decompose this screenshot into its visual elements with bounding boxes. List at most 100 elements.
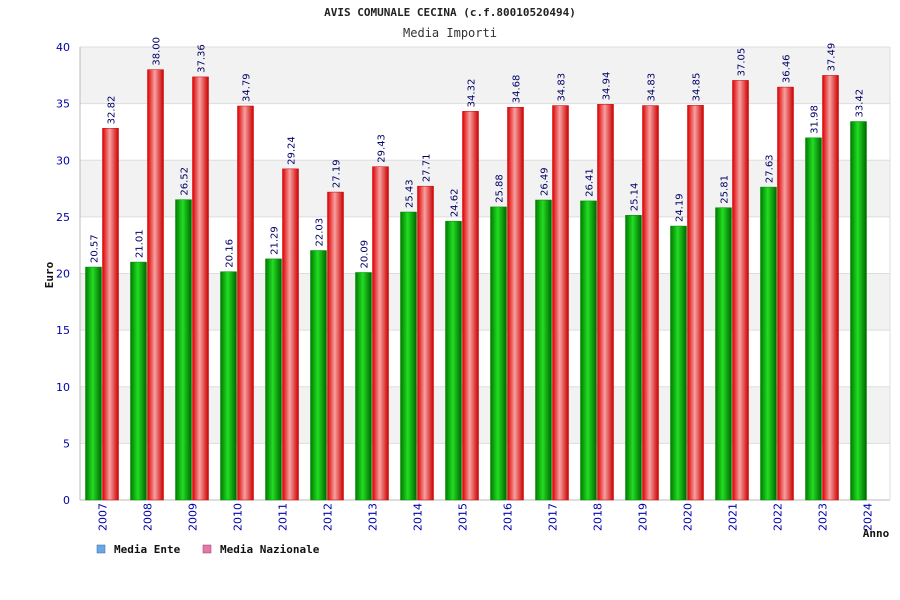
bar-media-ente: [625, 215, 642, 501]
data-label: 20.57: [90, 234, 101, 263]
bar-media-ente: [175, 199, 192, 501]
data-label: 34.94: [602, 72, 613, 101]
bar-media-nazionale: [327, 191, 344, 501]
data-label: 37.05: [737, 48, 748, 77]
x-tick-label: 2017: [547, 503, 560, 531]
x-tick-label: 2023: [817, 503, 830, 531]
bar-media-nazionale: [822, 75, 839, 501]
grid-band: [80, 160, 890, 217]
bar-media-ente: [850, 121, 867, 501]
data-label: 25.81: [720, 175, 731, 204]
data-label: 38.00: [152, 37, 163, 66]
data-label: 20.16: [225, 239, 236, 268]
bar-media-nazionale: [462, 111, 479, 501]
x-tick-label: 2020: [682, 503, 695, 531]
legend-swatch-media-nazionale: [202, 544, 212, 554]
data-label: 36.46: [782, 54, 793, 83]
bar-media-ente: [220, 271, 237, 501]
bar-media-ente: [85, 266, 102, 501]
x-tick-label: 2008: [142, 503, 155, 531]
grid-band: [80, 330, 890, 387]
grid-band: [80, 103, 890, 161]
bar-media-ente: [310, 250, 327, 501]
grid-band: [80, 443, 890, 500]
x-tick-label: 2011: [277, 503, 290, 531]
data-label: 20.09: [360, 240, 371, 269]
bar-media-ente: [760, 186, 777, 501]
data-label: 34.83: [557, 73, 568, 102]
x-tick-label: 2019: [637, 503, 650, 531]
data-label: 33.42: [855, 89, 866, 118]
y-tick-label: 30: [56, 154, 70, 167]
data-label: 29.24: [287, 136, 298, 165]
data-label: 27.63: [765, 154, 776, 183]
data-label: 37.49: [827, 43, 838, 72]
plot-background: [80, 47, 890, 500]
bar-media-nazionale: [597, 104, 614, 501]
data-label: 24.19: [675, 193, 686, 222]
x-axis-ticks: 2007 2008 2009 2010 2011 2012 2013 2014 2015 2016…: [97, 503, 875, 531]
x-tick-label: 2007: [97, 503, 110, 531]
data-label: 25.14: [630, 183, 641, 212]
bar-media-ente: [445, 220, 462, 501]
data-label: 34.85: [692, 73, 703, 102]
y-tick-label: 40: [56, 41, 70, 54]
bar-media-ente: [805, 137, 822, 501]
x-tick-label: 2010: [232, 503, 245, 531]
bar-media-ente: [580, 200, 597, 501]
bars: [85, 69, 867, 501]
data-label: 21.29: [270, 226, 281, 255]
data-label: 37.36: [197, 44, 208, 73]
chart-title: AVIS COMUNALE CECINA (c.f.80010520494): [324, 6, 576, 19]
bar-media-ente: [130, 261, 147, 501]
y-tick-label: 15: [56, 324, 70, 337]
bar-media-ente: [355, 272, 372, 501]
bar-media-nazionale: [147, 69, 164, 501]
y-tick-label: 20: [56, 268, 70, 281]
bar-media-nazionale: [192, 76, 209, 501]
bar-media-nazionale: [777, 86, 794, 501]
legend-label-media-nazionale: Media Nazionale: [220, 543, 320, 556]
bar-media-nazionale: [507, 106, 524, 501]
data-label: 26.41: [585, 168, 596, 197]
data-label: 34.68: [512, 75, 523, 104]
bar-media-ente: [400, 211, 417, 501]
x-tick-label: 2022: [772, 503, 785, 531]
data-label: 26.49: [540, 167, 551, 196]
bar-media-nazionale: [417, 185, 434, 501]
x-tick-label: 2021: [727, 503, 740, 531]
data-label: 31.98: [810, 105, 821, 134]
data-label: 34.32: [467, 79, 478, 108]
x-tick-label: 2013: [367, 503, 380, 531]
data-label: 26.52: [180, 167, 191, 196]
bar-media-nazionale: [687, 105, 704, 501]
grid-band: [80, 386, 890, 444]
grid-band: [80, 47, 890, 104]
data-label: 25.43: [405, 179, 416, 208]
y-tick-label: 25: [56, 211, 70, 224]
chart-subtitle: Media Importi: [403, 26, 497, 40]
data-label: 27.19: [332, 159, 343, 188]
y-axis-ticks: 0 5 10 15 20 25 30 35 40: [56, 41, 70, 507]
y-tick-label: 35: [56, 98, 70, 111]
bar-media-nazionale: [372, 166, 389, 501]
bar-media-ente: [265, 258, 282, 501]
x-tick-label: 2018: [592, 503, 605, 531]
x-tick-label: 2012: [322, 503, 335, 531]
bar-media-nazionale: [237, 105, 254, 501]
x-tick-label: 2014: [412, 503, 425, 531]
bar-media-nazionale: [282, 168, 299, 501]
data-label: 34.79: [242, 73, 253, 102]
bar-media-ente: [535, 199, 552, 501]
data-labels: 20.57 32.82 21.01 38.00 26.52 37.36 20.16 34.79…: [90, 37, 866, 268]
bar-media-ente: [670, 225, 687, 501]
x-tick-label: 2009: [187, 503, 200, 531]
bar-media-nazionale: [552, 105, 569, 501]
y-axis-label: Euro: [43, 261, 56, 288]
y-tick-label: 5: [63, 437, 70, 450]
grid-lines: [79, 46, 891, 501]
bar-media-ente: [490, 206, 507, 501]
data-label: 34.83: [647, 73, 658, 102]
data-label: 21.01: [135, 229, 146, 258]
